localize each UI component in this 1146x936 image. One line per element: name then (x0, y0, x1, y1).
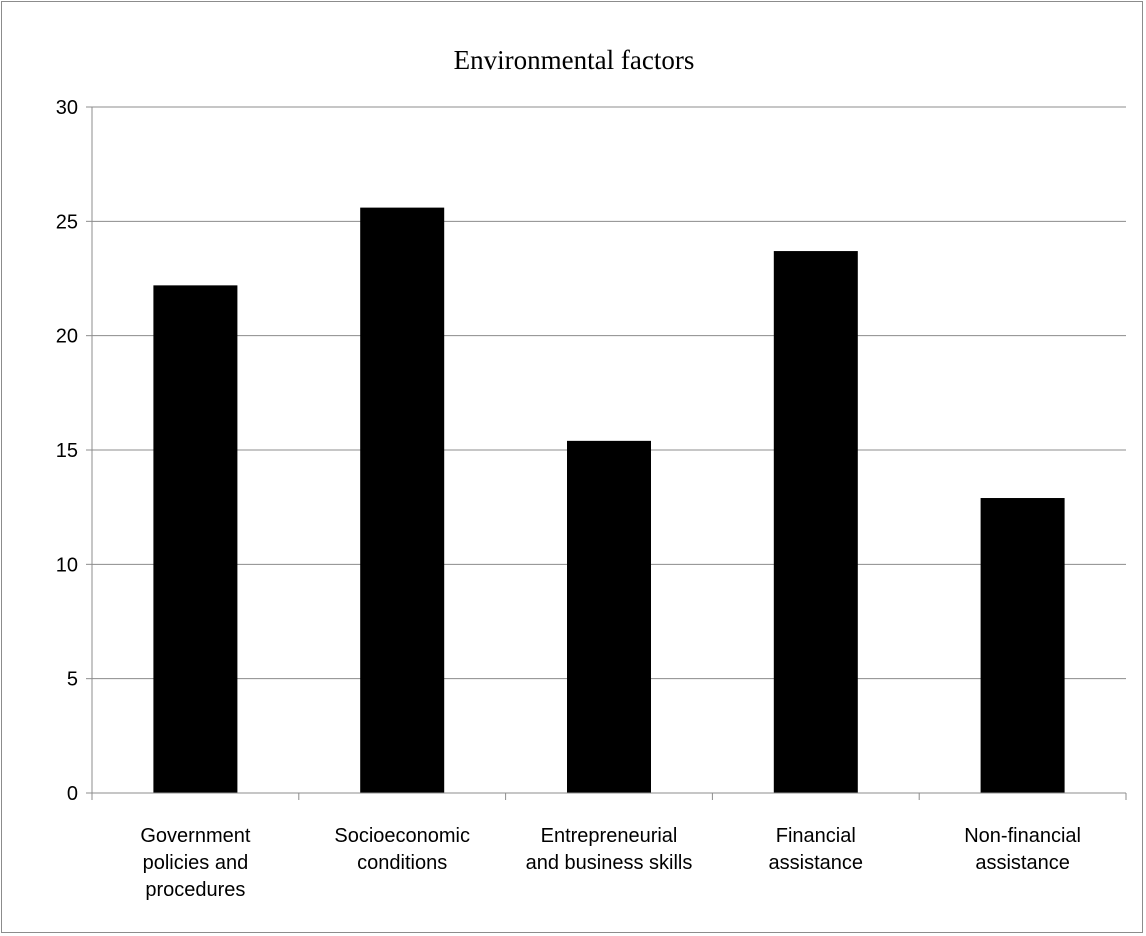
axes (86, 106, 1127, 800)
y-tick-labels: 0 5 10 15 20 25 30 (56, 97, 78, 805)
chart-title: Environmental factors (454, 45, 695, 75)
x-category-label: Non-financial assistance (964, 825, 1081, 874)
bar (773, 251, 858, 793)
x-category-label: Socioeconomic conditions (334, 825, 470, 874)
x-category-label: Government policies and procedures (140, 825, 250, 901)
bar (980, 498, 1065, 793)
y-tick-label: 25 (56, 211, 78, 233)
x-category-label: Entrepreneurial and business skills (526, 825, 693, 874)
y-tick-label: 20 (56, 326, 78, 348)
y-tick-label: 5 (67, 669, 78, 691)
bar (153, 285, 238, 793)
bars (153, 207, 1065, 793)
y-tick-label: 30 (56, 97, 78, 119)
y-tick-label: 0 (67, 783, 78, 805)
y-tick-label: 10 (56, 554, 78, 576)
bar (360, 207, 445, 793)
x-category-label: Financial assistance (769, 825, 864, 874)
x-category-labels: Government policies and procedures Socioeco… (140, 825, 1081, 901)
y-tick-label: 15 (56, 440, 78, 462)
bar (567, 440, 651, 793)
